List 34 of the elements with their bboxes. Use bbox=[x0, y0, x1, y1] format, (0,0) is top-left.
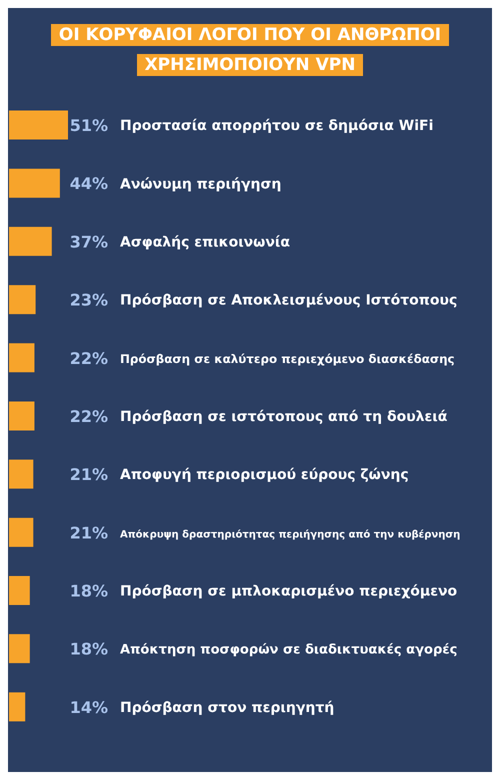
data-label: 23% bbox=[70, 290, 108, 310]
data-label: 21% bbox=[70, 523, 108, 542]
data-label: 18% bbox=[70, 640, 108, 659]
data-label: 21% bbox=[70, 465, 108, 484]
y-tick-label: Ασφαλής επικοινωνία bbox=[120, 234, 290, 250]
bar bbox=[9, 226, 52, 256]
y-tick-label: Ανώνυμη περιήγηση bbox=[120, 176, 282, 192]
text: ΟΙ ΚΟΡΥΦΑΙΟΙ ΛΟΓΟΙ ΠΟΥ ΟΙ ΑΝΘΡΩΠΟΙ ΧΡΗΣΙΜΟΠΟΙΟΥΝ VPN bbox=[50, 24, 450, 76]
data-label: 22% bbox=[70, 406, 108, 426]
y-tick-label: Πρόσβαση στον περιηγητή bbox=[120, 700, 334, 716]
data-label: 51% bbox=[70, 116, 108, 136]
data-label: 14% bbox=[70, 698, 108, 717]
bar bbox=[9, 692, 26, 722]
y-tick-label: Πρόσβαση σε καλύτερο περιεχόμενο διασκέδασης bbox=[120, 352, 455, 366]
y-tick-label: Πρόσβαση σε μπλοκαρισμένο περιεχόμενο bbox=[120, 584, 458, 600]
bar bbox=[9, 110, 68, 140]
data-label: 44% bbox=[70, 174, 108, 194]
data-label: 37% bbox=[70, 232, 108, 252]
bar bbox=[9, 518, 34, 547]
bar bbox=[9, 285, 36, 314]
bar bbox=[9, 401, 34, 430]
y-tick-label: Προστασία απορρήτου σε δημόσια WiFi bbox=[120, 118, 434, 134]
bar bbox=[9, 634, 30, 664]
y-tick-label: Πρόσβαση σε ιστότοπους από τη δουλειά bbox=[120, 409, 448, 425]
y-tick-label: Αποφυγή περιορισμού εύρους ζώνης bbox=[120, 467, 409, 484]
data-label: 22% bbox=[70, 348, 108, 368]
y-tick-label: Απόκτηση ποσφορών σε διαδικτυακές αγορές bbox=[120, 642, 458, 658]
y-tick-label: Απόκρυψη δραστηριότητας περιήγησης από την κυβέρνηση bbox=[120, 528, 460, 540]
bar bbox=[9, 168, 60, 198]
bar bbox=[9, 460, 34, 489]
bar bbox=[9, 343, 34, 372]
y-tick-label: Πρόσβαση σε Αποκλεισμένους Ιστότοπους bbox=[120, 292, 458, 309]
data-label: 18% bbox=[70, 582, 108, 600]
bar bbox=[9, 576, 30, 605]
